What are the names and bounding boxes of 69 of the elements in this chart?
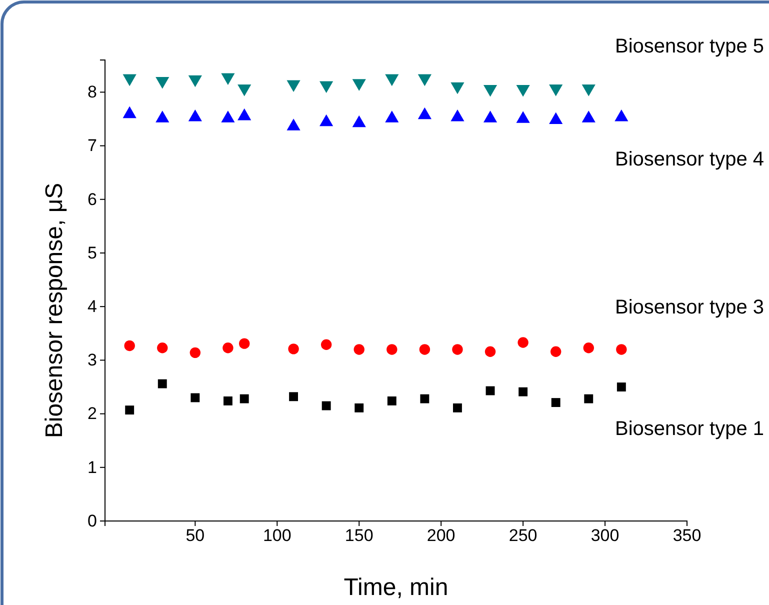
point (450, 82, 464, 94)
point (320, 339, 332, 350)
point (387, 396, 396, 406)
series-label: Biosensor type 5 (615, 35, 764, 58)
point (518, 337, 528, 348)
point (223, 396, 232, 406)
point (584, 394, 594, 404)
point (158, 379, 167, 388)
y-axis-title: Biosensor response, μS (41, 182, 68, 438)
point (238, 84, 252, 96)
point (221, 73, 235, 85)
point (551, 398, 560, 408)
point (322, 401, 331, 410)
point (354, 344, 364, 355)
point (420, 394, 430, 404)
point (616, 382, 626, 392)
point (583, 342, 594, 354)
y-tick-label: 6 (88, 190, 97, 209)
point (157, 342, 168, 354)
point (385, 74, 399, 86)
point (516, 85, 530, 97)
point (352, 79, 366, 91)
point (483, 85, 498, 97)
point (550, 346, 562, 357)
y-tick-label: 5 (88, 243, 97, 262)
x-tick-label: 300 (590, 526, 620, 546)
point (288, 344, 299, 354)
series-label: Biosensor type 4 (615, 148, 764, 170)
point (190, 393, 200, 402)
point (239, 338, 250, 349)
y-tick-label: 4 (88, 297, 97, 316)
point (240, 394, 249, 404)
x-tick-label: 150 (344, 526, 374, 546)
x-tick-label: 350 (672, 526, 702, 546)
point (452, 344, 463, 355)
x-tick-label: 250 (508, 526, 538, 546)
y-tick-label: 2 (88, 404, 97, 424)
point (124, 340, 135, 352)
point (453, 403, 462, 412)
series-label: Biosensor type 1 (615, 418, 764, 440)
series-label: Biosensor type 3 (615, 296, 764, 318)
point (286, 80, 300, 92)
y-tick-label: 3 (88, 350, 97, 370)
y-tick-label: 0 (88, 511, 97, 530)
point (616, 344, 627, 355)
x-axis-title: Time, min (344, 574, 448, 601)
point (222, 342, 234, 354)
point (354, 403, 364, 412)
point (190, 347, 201, 358)
point (419, 344, 430, 355)
x-tick-label: 50 (186, 526, 205, 546)
point (320, 81, 334, 94)
point (486, 386, 495, 396)
point (156, 76, 170, 89)
point (484, 346, 496, 357)
x-tick-label: 100 (262, 526, 292, 546)
x-tick-label: 200 (426, 526, 456, 546)
point (386, 344, 398, 355)
point (122, 74, 136, 86)
point (518, 387, 528, 396)
point (289, 392, 298, 402)
y-tick-label: 8 (88, 82, 97, 102)
point (549, 84, 563, 96)
point (582, 84, 596, 96)
y-tick-label: 1 (88, 458, 97, 477)
point (188, 75, 202, 88)
y-tick-label: 7 (88, 136, 97, 156)
point (418, 74, 432, 86)
point (125, 406, 134, 415)
